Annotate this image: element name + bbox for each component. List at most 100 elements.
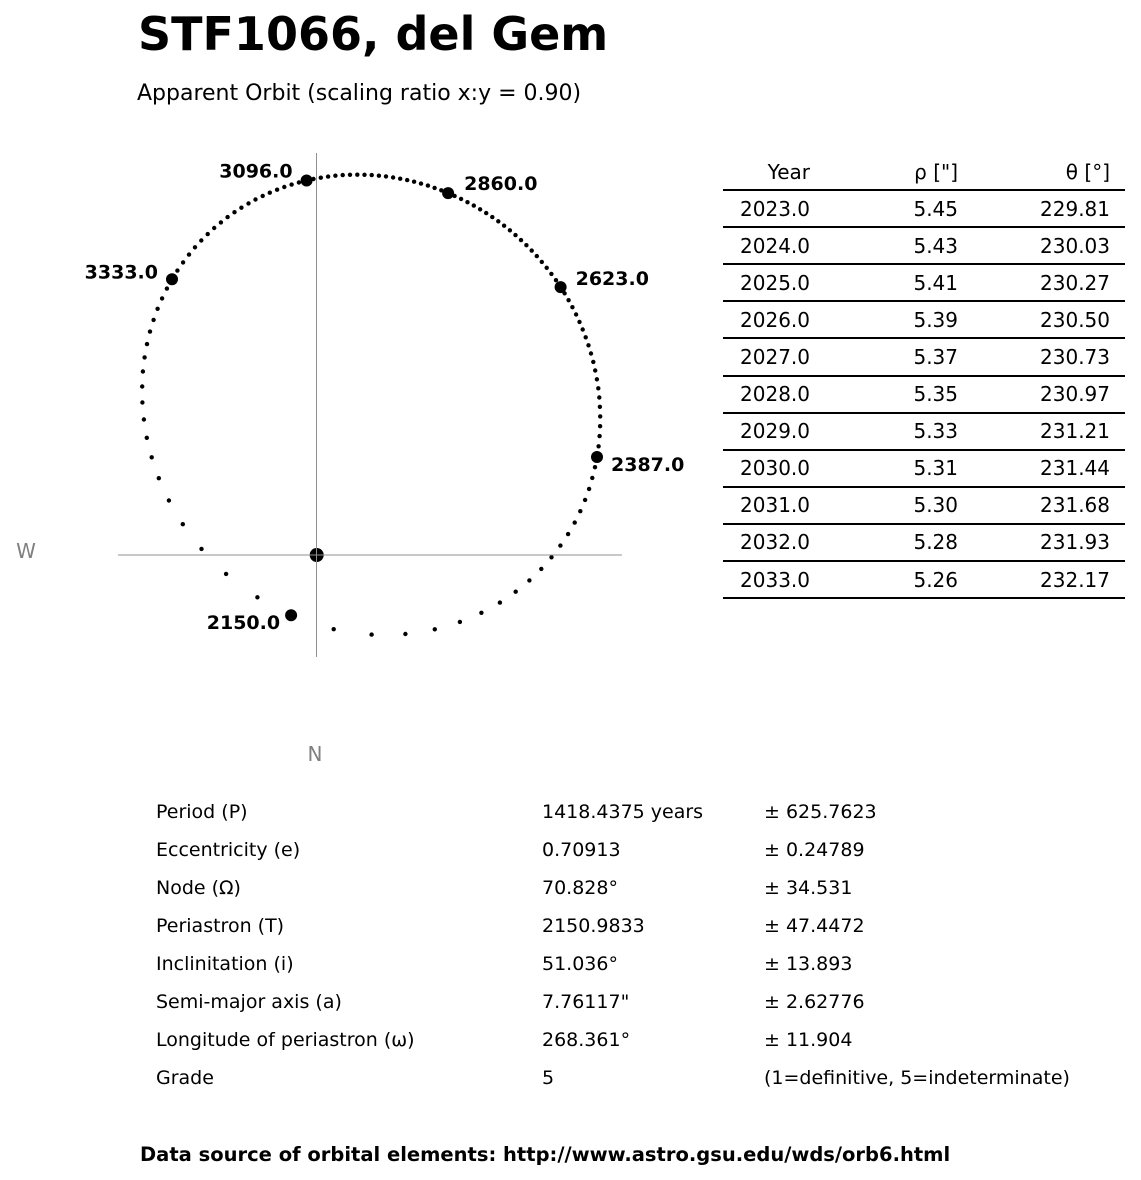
rho-cell: 5.37	[820, 338, 968, 377]
orbit-time-dot	[549, 555, 554, 560]
orbit-time-dot	[596, 386, 601, 391]
epoch-label: 2387.0	[611, 454, 684, 476]
element-label: Inclinitation (i)	[156, 953, 294, 975]
year-cell: 2029.0	[723, 412, 820, 451]
orbit-time-dot	[597, 424, 603, 429]
theta-cell: 229.81	[968, 190, 1125, 229]
epoch-dot	[591, 451, 603, 463]
orbit-time-dot	[140, 369, 146, 374]
element-label: Grade	[156, 1067, 214, 1089]
epoch-label: 2860.0	[464, 173, 537, 195]
orbit-time-dot	[156, 476, 161, 481]
orbit-time-dot	[318, 175, 323, 180]
orbit-time-dot	[223, 571, 229, 577]
ephemeris-row: 2027.0 5.37 230.73	[723, 338, 1125, 377]
orbit-time-dot	[570, 305, 575, 310]
year-cell: 2031.0	[723, 486, 820, 525]
element-error: ± 34.531	[764, 877, 853, 899]
orbit-time-dot	[140, 384, 145, 389]
theta-cell: 230.03	[968, 227, 1125, 266]
rho-cell: 5.41	[820, 264, 968, 303]
orbit-time-dot	[591, 359, 596, 365]
data-source-footer: Data source of orbital elements: http://…	[140, 1143, 951, 1166]
rho-cell: 5.33	[820, 412, 968, 451]
orbit-time-dot	[566, 298, 571, 303]
orbit-time-dot	[471, 203, 476, 208]
element-value: 2150.9833	[542, 915, 645, 937]
orbit-time-dot	[333, 173, 338, 178]
orbital-element-row: Grade 5 (1=definitive, 5=indeterminate)	[156, 1059, 1096, 1097]
orbit-time-dot	[267, 190, 272, 195]
orbit-time-dot	[369, 632, 374, 637]
orbit-time-dot	[255, 595, 260, 600]
orbit-time-dot	[524, 243, 529, 248]
epoch-dot	[285, 609, 298, 622]
orbital-element-row: Inclinitation (i) 51.036° ± 13.893	[156, 945, 1096, 983]
element-label: Period (P)	[156, 801, 248, 823]
orbit-time-dot	[597, 395, 602, 400]
orbit-time-dot	[518, 237, 524, 243]
orbit-time-dot	[586, 343, 591, 348]
year-cell: 2033.0	[723, 561, 820, 600]
rho-cell: 5.28	[820, 523, 968, 563]
orbit-time-dot	[289, 182, 294, 187]
orbit-time-dot	[457, 619, 463, 625]
theta-cell: 232.17	[968, 561, 1125, 600]
orbit-time-dot	[186, 252, 192, 257]
rho-cell: 5.35	[820, 375, 968, 414]
orbit-time-dot	[232, 210, 237, 215]
orbit-time-dot	[553, 278, 559, 283]
ephemeris-table: Year ρ ["] θ [°] 2023.0 5.45 229.81 2024.0 5.4…	[723, 154, 1125, 600]
orbit-time-dot	[586, 486, 592, 492]
orbit-time-dot	[497, 600, 503, 605]
orbit-time-dot	[588, 351, 594, 356]
orbital-element-row: Period (P) 1418.4375 years ± 625.7623	[156, 793, 1096, 831]
orbit-time-dot	[260, 193, 265, 199]
theta-cell: 231.68	[968, 486, 1125, 525]
orbit-time-dot	[151, 317, 156, 323]
year-cell: 2028.0	[723, 375, 820, 414]
epoch-label: 2150.0	[207, 612, 280, 634]
element-value: 70.828°	[542, 877, 618, 899]
orbit-time-dot	[398, 176, 403, 181]
epoch-dot	[442, 187, 455, 200]
element-value: 268.361°	[542, 1029, 631, 1051]
orbit-time-dot	[282, 184, 287, 190]
orbit-time-dot	[527, 578, 532, 583]
orbit-time-dot	[376, 173, 382, 178]
orbit-time-dot	[539, 259, 544, 265]
epoch-dot	[166, 273, 178, 286]
orbit-time-dot	[199, 238, 204, 243]
orbit-time-dot	[549, 271, 554, 277]
element-label: Eccentricity (e)	[156, 839, 301, 861]
page-subtitle: Apparent Orbit (scaling ratio x:y = 0.90…	[137, 81, 582, 106]
orbit-time-dot	[544, 265, 549, 270]
orbit-time-dot	[573, 312, 579, 317]
rho-cell: 5.30	[820, 486, 968, 525]
year-cell: 2030.0	[723, 449, 820, 488]
orbit-time-dot	[180, 522, 185, 527]
rho-cell: 5.31	[820, 449, 968, 488]
orbit-time-dot	[458, 196, 464, 202]
orbit-time-dot	[192, 245, 198, 250]
north-direction-label: N	[308, 742, 323, 766]
element-error: ± 13.893	[764, 953, 853, 975]
element-error: ± 2.62776	[764, 991, 865, 1013]
ephemeris-row: 2026.0 5.39 230.50	[723, 301, 1125, 340]
orbit-time-dot	[592, 465, 598, 470]
orbit-time-dot	[331, 627, 336, 632]
orbit-time-dot	[340, 172, 345, 178]
orbit-time-dot	[590, 475, 595, 481]
orbit-time-dot	[507, 228, 513, 233]
epoch-dot	[300, 174, 313, 187]
orbit-time-dot	[565, 531, 571, 537]
orbit-time-dot	[593, 368, 598, 373]
ephemeris-row: 2031.0 5.30 231.68	[723, 486, 1125, 525]
orbit-time-dot	[141, 417, 147, 422]
element-value: 5	[542, 1067, 555, 1089]
ephemeris-row: 2028.0 5.35 230.97	[723, 375, 1125, 414]
ephemeris-table-body: 2023.0 5.45 229.81 2024.0 5.43 230.03 2025.0 5.…	[723, 190, 1125, 600]
orbit-time-dot	[513, 589, 518, 594]
orbit-time-dot	[479, 610, 484, 615]
orbit-time-dot	[390, 175, 396, 180]
